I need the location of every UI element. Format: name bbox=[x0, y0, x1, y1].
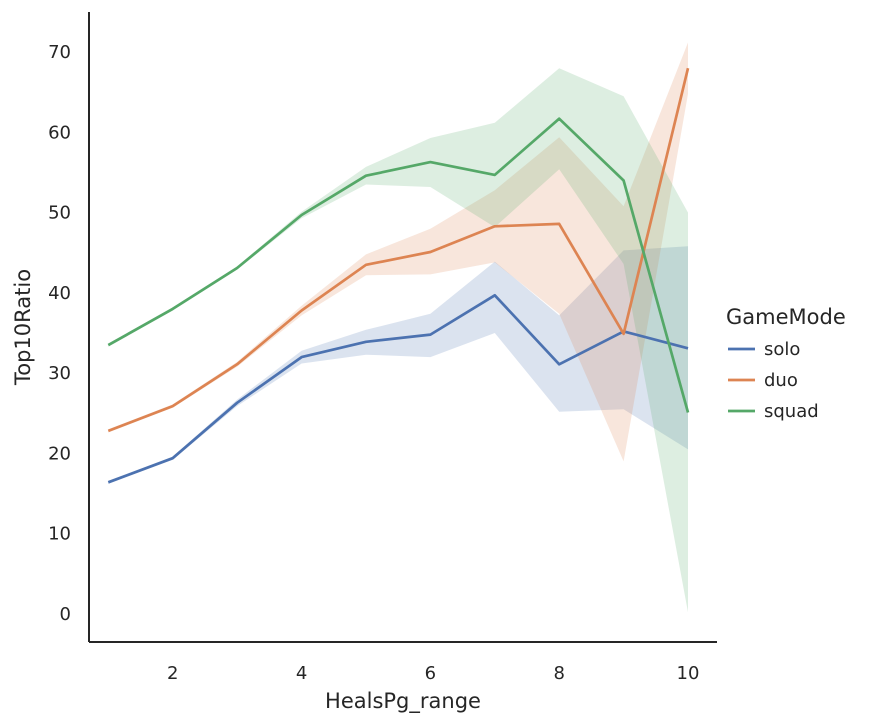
confidence-band-duo bbox=[108, 42, 689, 462]
series-line-duo bbox=[107, 67, 690, 433]
x-tick-labels: 2 4 6 8 10 bbox=[167, 663, 699, 684]
x-tick-label: 6 bbox=[425, 663, 436, 684]
legend-label-duo: duo bbox=[764, 370, 798, 391]
y-tick-label: 60 bbox=[48, 122, 71, 143]
x-tick-label: 2 bbox=[167, 663, 178, 684]
y-tick-label: 0 bbox=[60, 604, 71, 625]
x-tick-label: 10 bbox=[677, 663, 700, 684]
legend-title: GameMode bbox=[726, 305, 846, 329]
axes bbox=[88, 12, 717, 643]
y-tick-label: 50 bbox=[48, 203, 71, 224]
series-line-squad bbox=[107, 117, 690, 413]
y-tick-label: 20 bbox=[48, 443, 71, 464]
confidence-bands bbox=[108, 42, 689, 613]
legend: GameMode solo duo squad bbox=[726, 305, 846, 422]
series-line-solo bbox=[107, 293, 689, 484]
y-axis-label: Top10Ratio bbox=[11, 269, 35, 386]
y-tick-label: 10 bbox=[48, 524, 71, 545]
series-lines bbox=[107, 67, 690, 484]
x-axis-label: HealsPg_range bbox=[325, 689, 481, 714]
y-tick-labels: 0 10 20 30 40 50 60 70 bbox=[48, 42, 71, 625]
x-tick-label: 4 bbox=[296, 663, 307, 684]
legend-label-solo: solo bbox=[764, 339, 800, 360]
confidence-band-solo bbox=[108, 246, 689, 484]
legend-label-squad: squad bbox=[764, 401, 819, 422]
confidence-band-squad bbox=[108, 68, 689, 613]
y-tick-label: 40 bbox=[48, 283, 71, 304]
y-tick-label: 30 bbox=[48, 363, 71, 384]
y-tick-label: 70 bbox=[48, 42, 71, 63]
x-tick-label: 8 bbox=[553, 663, 564, 684]
